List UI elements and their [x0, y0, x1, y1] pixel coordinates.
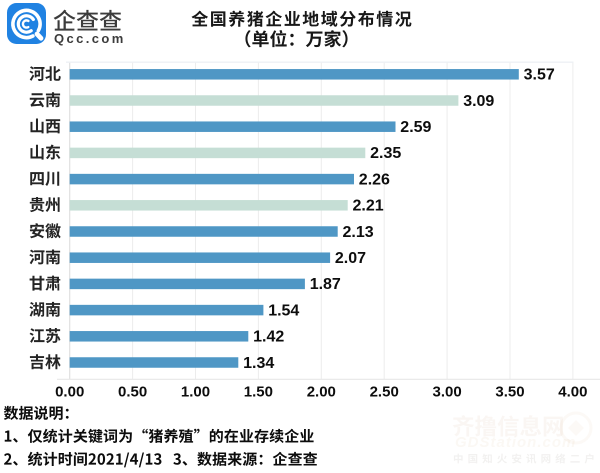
- svg-text:3.09: 3.09: [463, 93, 494, 110]
- svg-text:3.57: 3.57: [524, 67, 555, 84]
- svg-text:1.42: 1.42: [253, 329, 284, 346]
- svg-text:4.00: 4.00: [558, 384, 587, 401]
- svg-text:3.00: 3.00: [432, 384, 461, 401]
- svg-text:2.59: 2.59: [400, 119, 431, 136]
- svg-text:3.50: 3.50: [495, 384, 524, 401]
- svg-text:2.13: 2.13: [343, 224, 374, 241]
- svg-text:2.35: 2.35: [370, 145, 401, 162]
- svg-text:2.50: 2.50: [370, 384, 399, 401]
- svg-text:0.50: 0.50: [118, 384, 147, 401]
- svg-text:2.07: 2.07: [335, 250, 366, 267]
- svg-text:1.54: 1.54: [268, 302, 299, 319]
- svg-text:1.50: 1.50: [244, 384, 273, 401]
- svg-text:2.00: 2.00: [307, 384, 336, 401]
- svg-text:0.00: 0.00: [55, 384, 84, 401]
- svg-text:1.87: 1.87: [310, 276, 341, 293]
- svg-text:1.00: 1.00: [181, 384, 210, 401]
- svg-text:2.26: 2.26: [359, 171, 390, 188]
- svg-text:1.34: 1.34: [243, 355, 274, 372]
- svg-text:2.21: 2.21: [353, 198, 384, 215]
